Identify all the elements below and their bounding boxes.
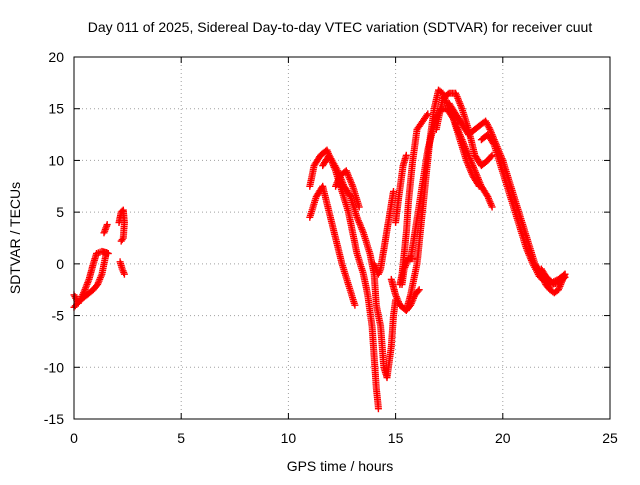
data-series [116, 258, 128, 278]
x-tick-label: 0 [70, 430, 78, 446]
data-series [332, 167, 363, 211]
tick-layer: 0 5 10 15 20 25 -15 -10 -5 0 5 10 15 20 [44, 49, 618, 446]
data-point [488, 151, 496, 159]
data-point [560, 271, 568, 279]
data-point [489, 139, 497, 147]
data-point [474, 181, 482, 189]
data-point [488, 203, 496, 211]
data-series [70, 250, 110, 311]
x-axis-label: GPS time / hours [287, 458, 394, 474]
data-point [414, 287, 422, 295]
y-tick-label: -5 [52, 308, 65, 324]
data-series [432, 89, 496, 170]
y-tick-label: 10 [48, 152, 64, 168]
x-tick-label: 15 [388, 430, 404, 446]
chart-title: Day 011 of 2025, Sidereal Day-to-day VTE… [88, 19, 593, 35]
data-point [548, 279, 556, 286]
y-axis-label: SDTVAR / TECUs [7, 182, 23, 294]
data-series [319, 151, 400, 382]
data-point [487, 153, 495, 161]
data-series [306, 182, 359, 309]
x-tick-label: 10 [281, 430, 297, 446]
data-series [370, 188, 397, 278]
data-point [346, 191, 354, 199]
x-tick-label: 5 [177, 430, 185, 446]
data-series [392, 151, 410, 226]
data-point [550, 278, 558, 286]
data-point [118, 236, 126, 244]
y-tick-label: 0 [56, 256, 64, 272]
data-point [374, 405, 382, 413]
data-point [120, 270, 128, 278]
data-series [407, 105, 483, 263]
data-point [423, 111, 431, 119]
y-tick-label: 20 [48, 49, 64, 65]
data-point [351, 301, 359, 309]
data-series [402, 86, 496, 314]
data-series [115, 206, 128, 245]
data-series [445, 100, 569, 297]
data-point [103, 221, 111, 229]
data-series [537, 265, 569, 286]
data-point [117, 237, 125, 245]
y-tick-label: 5 [56, 204, 64, 220]
data-point [390, 188, 397, 195]
y-tick-label: -10 [44, 359, 64, 375]
x-tick-label: 25 [602, 430, 618, 446]
data-point [551, 277, 559, 285]
x-tick-label: 20 [495, 430, 511, 446]
plot-frame [73, 56, 611, 420]
data-point [449, 114, 457, 122]
data-point [561, 270, 569, 278]
data-point [355, 203, 363, 211]
y-tick-label: 15 [48, 101, 64, 117]
data-point [483, 191, 491, 199]
data-point [415, 286, 423, 294]
data-series [477, 131, 569, 288]
data-point [402, 151, 410, 159]
data-point [102, 250, 110, 257]
y-tick-label: -15 [44, 411, 64, 427]
data-layer [70, 86, 569, 413]
data-point [475, 182, 483, 190]
data-series [100, 221, 111, 237]
